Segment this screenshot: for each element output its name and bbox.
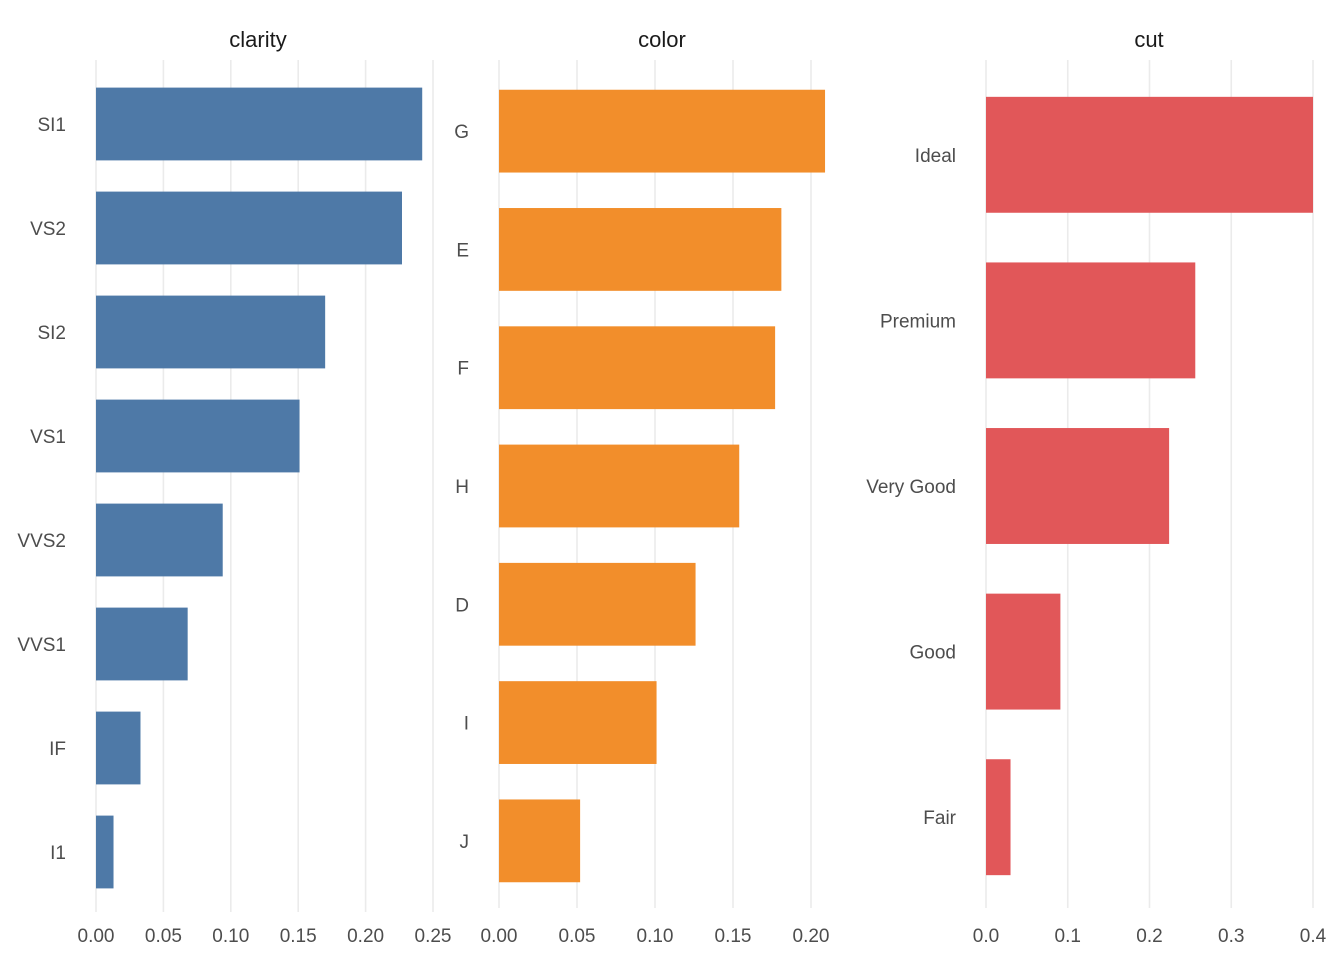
y-category-label: Premium xyxy=(880,311,956,332)
bar-g xyxy=(499,89,826,173)
x-tick-label: 0.1 xyxy=(1055,926,1081,947)
bar-vvs1 xyxy=(96,607,188,681)
y-category-label: J xyxy=(460,832,470,853)
y-category-label: VS2 xyxy=(30,219,66,240)
y-category-label: SI1 xyxy=(37,115,66,136)
panel-title-color: color xyxy=(638,27,686,52)
y-category-label: Fair xyxy=(923,808,956,829)
bar-ideal xyxy=(986,96,1313,213)
bar-si2 xyxy=(96,295,326,369)
bar-if xyxy=(96,711,141,785)
x-tick-label: 0.10 xyxy=(212,926,249,947)
x-tick-label: 0.0 xyxy=(973,926,999,947)
x-tick-label: 0.00 xyxy=(481,926,518,947)
x-tick-label: 0.3 xyxy=(1218,926,1244,947)
bar-i xyxy=(499,681,657,764)
y-category-label: VVS1 xyxy=(17,635,66,656)
y-category-label: VS1 xyxy=(30,427,66,448)
x-tick-label: 0.20 xyxy=(347,926,384,947)
bar-premium xyxy=(986,262,1196,379)
panel-title-cut: cut xyxy=(1134,27,1163,52)
x-tick-label: 0.10 xyxy=(637,926,674,947)
y-category-label: F xyxy=(457,359,469,380)
y-category-label: SI2 xyxy=(37,323,66,344)
panel-clarity: clarity 0.00 0.05 0.10 0.15 0.20 0.25 SI1 VS2 SI… xyxy=(17,27,451,947)
panel-title-clarity: clarity xyxy=(229,27,286,52)
x-tick-label: 0.25 xyxy=(415,926,452,947)
x-tick-label: 0.05 xyxy=(559,926,596,947)
x-tick-label: 0.15 xyxy=(715,926,752,947)
x-tick-label: 0.05 xyxy=(145,926,182,947)
bar-vs2 xyxy=(96,191,402,265)
y-category-label: IF xyxy=(49,739,66,760)
y-category-label: VVS2 xyxy=(17,531,66,552)
y-category-label: D xyxy=(455,595,469,616)
y-category-label: H xyxy=(455,477,469,498)
bar-j xyxy=(499,799,581,883)
x-tick-label: 0.00 xyxy=(78,926,115,947)
bar-very-good xyxy=(986,428,1170,544)
y-category-label: I xyxy=(464,714,469,735)
y-category-label: Good xyxy=(910,643,956,664)
y-category-label: Very Good xyxy=(866,477,956,498)
bar-e xyxy=(499,208,782,291)
x-tick-label: 0.20 xyxy=(793,926,830,947)
y-category-label: G xyxy=(454,122,469,143)
panel-color: color 0.00 0.05 0.10 0.15 0.20 G E F H D I J xyxy=(454,27,829,947)
bar-vvs2 xyxy=(96,503,223,577)
x-tick-label: 0.2 xyxy=(1136,926,1162,947)
bar-si1 xyxy=(96,87,423,161)
x-tick-label: 0.15 xyxy=(280,926,317,947)
bar-h xyxy=(499,444,740,528)
bar-f xyxy=(499,326,776,410)
gridlines xyxy=(95,60,434,912)
bar-fair xyxy=(986,759,1011,876)
y-category-label: E xyxy=(456,240,469,261)
bar-i1 xyxy=(96,815,114,889)
panel-cut: cut 0.0 0.1 0.2 0.3 0.4 Ideal Premium Very Good… xyxy=(866,27,1326,947)
y-category-label: I1 xyxy=(50,843,66,864)
bar-d xyxy=(499,562,696,646)
bar-good xyxy=(986,593,1061,710)
y-category-label: Ideal xyxy=(915,146,956,167)
x-tick-label: 0.4 xyxy=(1300,926,1327,947)
bar-vs1 xyxy=(96,399,300,473)
